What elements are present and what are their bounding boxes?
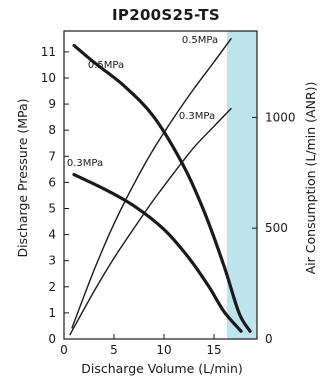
curve-annotation: 0.5MPa bbox=[182, 35, 218, 46]
curve-annotation: 0.3MPa bbox=[67, 158, 103, 169]
x-tick-label: 10 bbox=[156, 343, 171, 357]
y-tick-label: 2 bbox=[48, 280, 56, 294]
curve-annotation: 0.3MPa bbox=[179, 111, 215, 122]
y-tick-label: 0 bbox=[48, 332, 56, 346]
y-tick-label: 11 bbox=[41, 45, 56, 59]
axis-ticks: 0 5 10 15 0 1 2 3 4 5 6 7 8 9 10 11 0 500 1000 bbox=[41, 45, 296, 357]
air-consumption-curve-0-5mpa bbox=[71, 38, 232, 329]
y-tick-label: 7 bbox=[48, 149, 56, 163]
curve-annotation: 0.5MPa bbox=[88, 60, 124, 71]
y-tick-label: 9 bbox=[48, 97, 56, 111]
x-tick-label: 15 bbox=[206, 343, 221, 357]
y2-tick-label: 1000 bbox=[265, 110, 296, 124]
plot-frame bbox=[63, 30, 258, 340]
pressure-curve-0-5mpa bbox=[72, 43, 252, 333]
series-lines bbox=[69, 38, 252, 336]
air-consumption-curve-0-3mpa bbox=[69, 107, 232, 336]
chart-title: IP200S25-TS bbox=[112, 6, 220, 24]
y-tick-label: 1 bbox=[48, 306, 56, 320]
annotations: 0.5MPa 0.3MPa 0.5MPa 0.3MPa bbox=[67, 35, 218, 169]
y2-axis-title: Air Consumption (L/min (ANR)) bbox=[303, 82, 318, 275]
y-tick-label: 8 bbox=[48, 123, 56, 137]
y-tick-label: 4 bbox=[48, 228, 56, 242]
y-tick-label: 3 bbox=[48, 254, 56, 268]
y-tick-label: 5 bbox=[48, 201, 56, 215]
y-axis-title: Discharge Pressure (MPa) bbox=[15, 98, 30, 257]
y2-tick-label: 0 bbox=[265, 332, 273, 346]
x-tick-label: 5 bbox=[110, 343, 118, 357]
y-tick-label: 10 bbox=[41, 71, 56, 85]
x-tick-label: 0 bbox=[60, 343, 68, 357]
y-tick-label: 6 bbox=[48, 175, 56, 189]
pressure-curve-0-3mpa bbox=[72, 173, 243, 333]
x-axis-title: Discharge Volume (L/min) bbox=[81, 361, 243, 376]
y2-tick-label: 500 bbox=[265, 221, 288, 235]
